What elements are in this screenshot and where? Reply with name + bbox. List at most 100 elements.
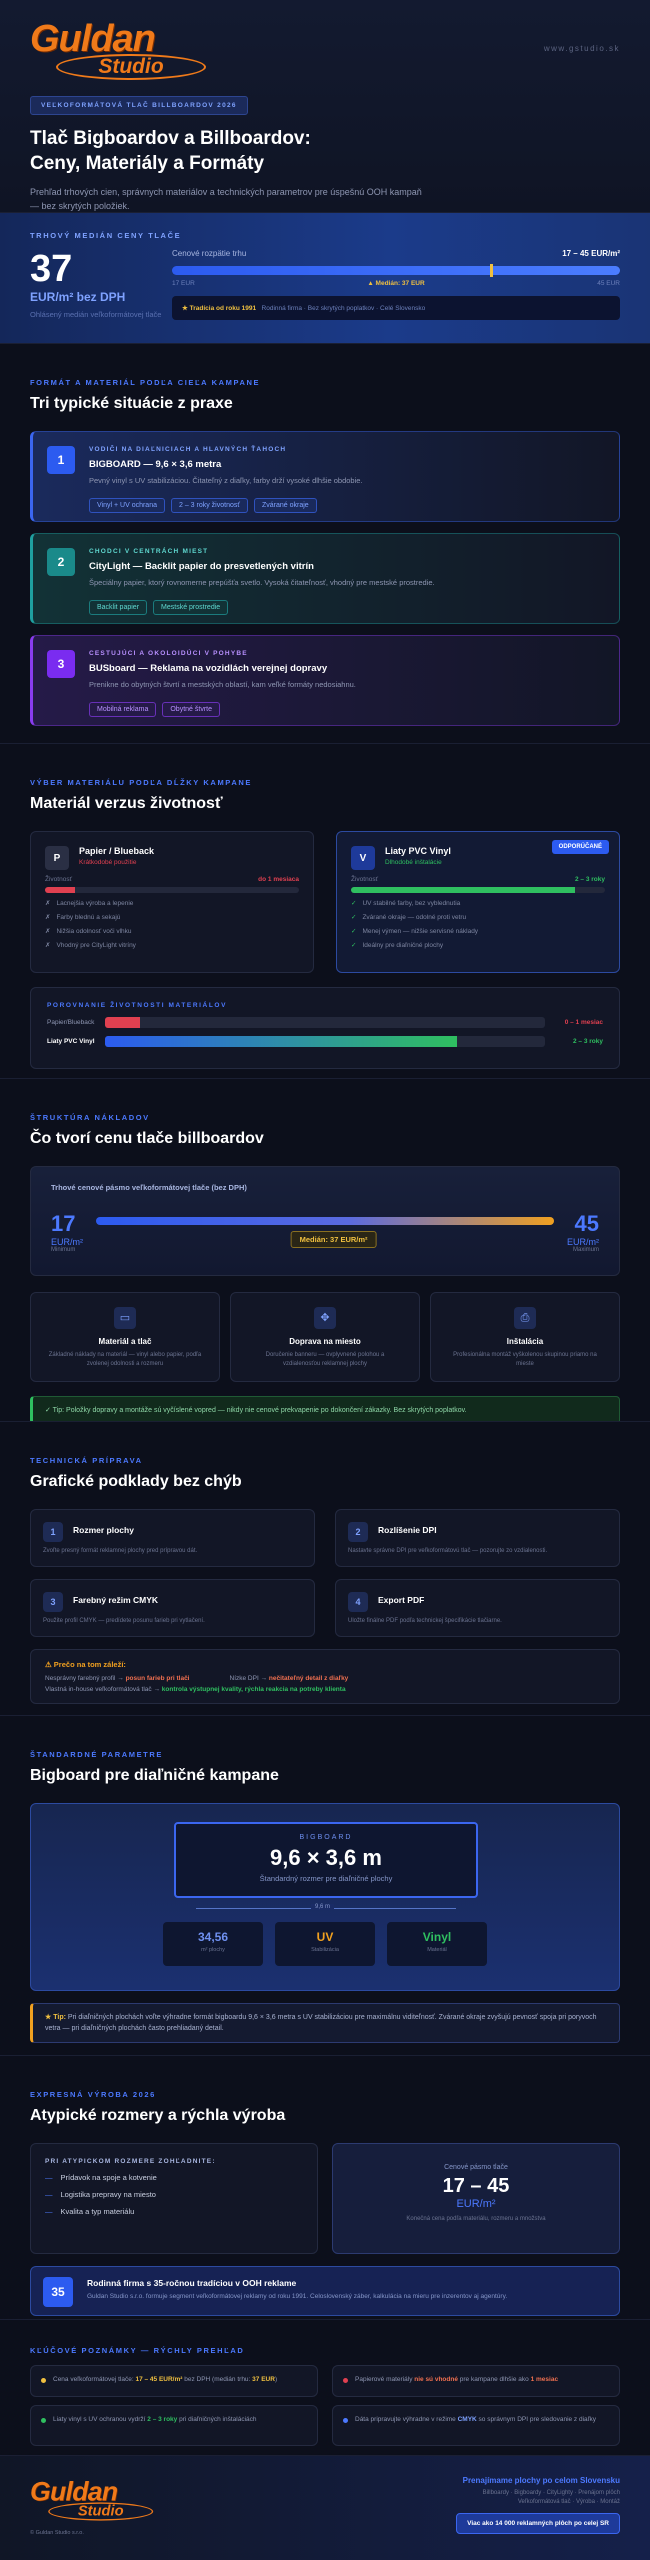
- eyebrow: KĽÚČOVÉ POZNÁMKY — RÝCHLY PREHĽAD: [30, 2346, 245, 2355]
- title: Export PDF: [378, 1595, 425, 1605]
- url: www.gstudio.sk: [543, 44, 620, 53]
- value: 34,56: [197, 1930, 229, 1944]
- warn-title: ⚠ Prečo na tom záleží:: [45, 1660, 126, 1669]
- num: 1: [43, 1522, 63, 1542]
- note: Cena veľkoformátovej tlače: 17 – 45 EUR/…: [30, 2365, 318, 2397]
- box: [105, 1036, 457, 1047]
- links2: Veľkoformátová tlač · Výroba · Montáž: [517, 2499, 620, 2505]
- items: Menej výmen — nižšie servisné náklady: [362, 928, 479, 935]
- eyebrow: FORMÁT A MATERIÁL PODĽA CIEĽA KAMPANE: [30, 378, 261, 387]
- text: Nastavte správne DPI pre veľkoformátovú …: [348, 1548, 548, 1554]
- items: Vhodný pre CityLight vitríny: [56, 942, 136, 949]
- title: Doprava na miesto: [289, 1337, 361, 1346]
- price-label: Cenové pásmo tlače: [444, 2164, 508, 2171]
- bigboard: ŠTANDARDNÉ PARAMETRE Bigboard pre diaľni…: [0, 1715, 650, 2055]
- items: UV stabilné farby, bez vyblednutia: [362, 900, 461, 907]
- items: pre kampane dlhšie ako: [457, 2376, 531, 2383]
- box: ✓: [351, 914, 357, 921]
- bigboard-panel: BIGBOARD 9,6 × 3,6 m Štandardný rozmer p…: [30, 1803, 620, 1991]
- size-note: Štandardný rozmer pre diaľničné plochy: [259, 1874, 393, 1883]
- box: Prenajímame plochy po celom Slovensku Bi…: [456, 2476, 620, 2534]
- logo-sub: Studio: [56, 54, 206, 80]
- list: Prídavok na spoje a kotvenie: [60, 2173, 157, 2182]
- title: Grafické podklady bez chýb: [30, 1473, 242, 1490]
- firm-num: 35: [43, 2277, 73, 2307]
- box: Životnosť 2 – 3 roky: [351, 876, 605, 883]
- text: Základné náklady na materiál — vinyl ale…: [48, 1352, 202, 1367]
- title: Materiál verzus životnosť: [30, 795, 223, 812]
- notes: KĽÚČOVÉ POZNÁMKY — RÝCHLY PREHĽAD Cena v…: [0, 2319, 650, 2455]
- badge: ODPORÚČANÉ: [551, 840, 609, 854]
- num: 3: [43, 1592, 63, 1612]
- eyebrow: VÝBER MATERIÁLU PODĽA DĹŽKY KAMPANE: [30, 778, 252, 787]
- min: 17: [51, 1211, 76, 1236]
- note: Papierové materiály nie sú vhodné pre ka…: [332, 2365, 620, 2397]
- tip: ✓ Tip: Položky dopravy a montáže sú vyčí…: [30, 1396, 620, 1421]
- tags: Vinyl + UV ochrana: [89, 498, 165, 513]
- sub: Krátkodobé použitie: [79, 859, 137, 866]
- median-value: 37: [30, 248, 73, 290]
- name: Papier/Blueback: [47, 1019, 95, 1026]
- box: 45 EUR/m² Maximum: [567, 1211, 599, 1253]
- list: Kvalita a typ materiálu: [60, 2207, 135, 2216]
- tip: ★ Tip: Pri diaľničných plochách voľte vý…: [30, 2003, 620, 2044]
- stat: Vinyl Materiál: [387, 1922, 487, 1966]
- express: EXPRESNÁ VÝROBA 2026 Atypické rozmery a …: [0, 2055, 650, 2319]
- box: [343, 2418, 348, 2423]
- median: ▲ Medián: 37 EUR: [367, 280, 425, 287]
- value: 0 – 1 mesiac: [564, 1019, 603, 1026]
- bar: [105, 1017, 545, 1028]
- cta-button[interactable]: Viac ako 14 000 reklamných plôch po cele…: [456, 2513, 620, 2534]
- median: Medián: 37 EUR/m²: [290, 1231, 377, 1248]
- items: 37 EUR: [252, 2376, 275, 2383]
- cost-card: ✥ Doprava na miesto Doručenie banneru — ov…: [230, 1292, 420, 1382]
- items: Dáta pripravujte výhradne v režime: [355, 2416, 458, 2423]
- tags: Backlit papier: [89, 600, 148, 615]
- warning: ⚠ Prečo na tom záleží: Nesprávny farebný…: [30, 1649, 620, 1704]
- box: ✥: [314, 1307, 336, 1329]
- headline: Prenajímame plochy po celom Slovensku: [462, 2476, 620, 2485]
- box: 17 EUR ▲ Medián: 37 EUR 45 EUR: [172, 280, 620, 287]
- items: 2 – 3 roky: [147, 2416, 178, 2423]
- box: Nesprávny farebný profil → posun farieb …: [45, 1675, 605, 1693]
- box: ▭: [114, 1307, 136, 1329]
- situation-card: 2 CHODCI V CENTRÁCH MIEST CityLight — Back…: [30, 533, 620, 624]
- box: ✓: [351, 942, 357, 949]
- life-label: Životnosť: [45, 876, 73, 883]
- kicker: VODIČI NA DIAĽNICIACH A HLAVNÝCH ŤAHOCH: [89, 446, 287, 453]
- firm: 35 Rodinná firma s 35-ročnou tradíciou v…: [30, 2266, 620, 2316]
- max: 45: [574, 1211, 599, 1236]
- name: Liaty PVC Vinyl: [385, 846, 451, 856]
- num: 1: [47, 446, 75, 474]
- links: Billboardy · Bigboardy · CityLighty · Pr…: [482, 2490, 620, 2496]
- strip-bold: ★ Tradícia od roku 1991: [182, 305, 257, 312]
- text: Profesionálna montáž vyškolenou skupinou…: [453, 1352, 597, 1367]
- box: [96, 1217, 554, 1225]
- eyebrow: TRHOVÝ MEDIÁN CENY TLAČE: [30, 231, 182, 240]
- footer: Guldan Studio © Guldan Studio s.r.o. Pren…: [0, 2455, 650, 2560]
- title: Farebný režim CMYK: [73, 1595, 159, 1605]
- stat: 34,56 m² plochy: [163, 1922, 263, 1966]
- items: pri diaľničných inštaláciách: [177, 2416, 257, 2423]
- box: [105, 1017, 141, 1028]
- li: ✗ Vhodný pre CityLight vitríny: [45, 941, 299, 949]
- warn-lines: nečitateľný detail z diaľky: [268, 1675, 349, 1682]
- prep: TECHNICKÁ PRÍPRAVA Grafické podklady bez…: [0, 1421, 650, 1715]
- price-unit: EUR/m²: [456, 2198, 496, 2210]
- life-label: Životnosť: [351, 876, 379, 883]
- band-title: Trhové cenové pásmo veľkoformátovej tlač…: [51, 1183, 247, 1192]
- li: ✗ Nižšia odolnosť voči vlhku: [45, 927, 299, 935]
- step-card: 3 Farebný režim CMYK Použite profil CMYK —…: [30, 1579, 315, 1637]
- copy: © Guldan Studio s.r.o.: [30, 2530, 84, 2536]
- text: Pevný vinyl s UV stabilizáciou. Čitateľn…: [89, 476, 363, 485]
- price-note: Konečná cena podľa materiálu, rozmeru a …: [406, 2216, 546, 2222]
- list-title: PRI ATYPICKOM ROZMERE ZOHĽADNITE:: [45, 2158, 216, 2165]
- box: Cenové rozpätie trhu 17 – 45 EUR/m²: [172, 249, 620, 258]
- material-card: V ODPORÚČANÉ Liaty PVC Vinyl Dlhodobé inšta…: [336, 831, 620, 973]
- box: Papier/Blueback 0 – 1 mesiac: [47, 1017, 603, 1028]
- items: Papierové materiály: [355, 2376, 415, 2383]
- text: Zvoľte presný formát reklamnej plochy pr…: [43, 1548, 198, 1554]
- title: CityLight — Backlit papier do presvetlen…: [89, 561, 314, 572]
- box: ⎙: [514, 1307, 536, 1329]
